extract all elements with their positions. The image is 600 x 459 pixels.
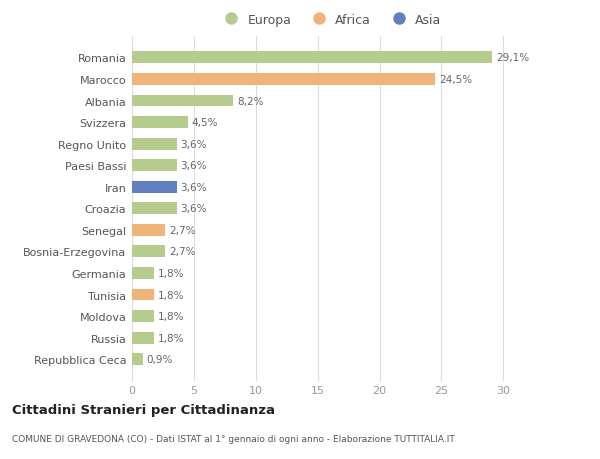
Bar <box>132 224 166 236</box>
Text: COMUNE DI GRAVEDONA (CO) - Dati ISTAT al 1° gennaio di ogni anno - Elaborazione : COMUNE DI GRAVEDONA (CO) - Dati ISTAT al… <box>12 434 455 442</box>
Bar <box>132 139 176 150</box>
Text: Cittadini Stranieri per Cittadinanza: Cittadini Stranieri per Cittadinanza <box>12 403 275 416</box>
Text: 1,8%: 1,8% <box>158 269 184 278</box>
Bar <box>132 332 154 344</box>
Text: 3,6%: 3,6% <box>180 204 207 214</box>
Bar <box>132 74 435 86</box>
Text: 3,6%: 3,6% <box>180 140 207 149</box>
Bar <box>132 203 176 215</box>
Text: 8,2%: 8,2% <box>237 96 263 106</box>
Bar <box>132 117 188 129</box>
Text: 3,6%: 3,6% <box>180 182 207 192</box>
Bar <box>132 160 176 172</box>
Bar <box>132 310 154 322</box>
Text: 3,6%: 3,6% <box>180 161 207 171</box>
Bar <box>132 246 166 258</box>
Bar <box>132 268 154 279</box>
Text: 1,8%: 1,8% <box>158 290 184 300</box>
Text: 29,1%: 29,1% <box>496 53 529 63</box>
Bar <box>132 52 492 64</box>
Legend: Europa, Africa, Asia: Europa, Africa, Asia <box>214 9 446 32</box>
Text: 1,8%: 1,8% <box>158 333 184 343</box>
Text: 2,7%: 2,7% <box>169 225 196 235</box>
Text: 24,5%: 24,5% <box>439 75 472 85</box>
Text: 4,5%: 4,5% <box>191 118 218 128</box>
Bar <box>132 181 176 193</box>
Bar <box>132 353 143 365</box>
Text: 2,7%: 2,7% <box>169 247 196 257</box>
Bar <box>132 289 154 301</box>
Text: 0,9%: 0,9% <box>147 354 173 364</box>
Bar <box>132 95 233 107</box>
Text: 1,8%: 1,8% <box>158 311 184 321</box>
